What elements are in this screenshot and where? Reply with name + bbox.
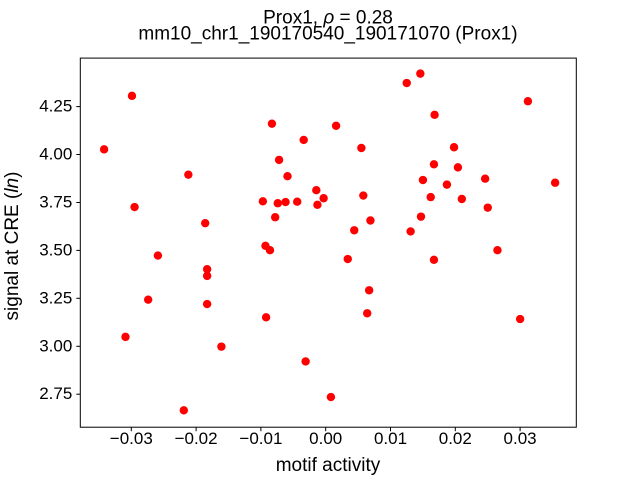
svg-text:−0.03: −0.03 — [110, 429, 153, 448]
svg-text:0.03: 0.03 — [504, 429, 537, 448]
svg-text:3.75: 3.75 — [39, 193, 72, 212]
svg-text:4.25: 4.25 — [39, 97, 72, 116]
svg-text:−0.02: −0.02 — [175, 429, 218, 448]
svg-text:mm10_chr1_190170540_190171070: mm10_chr1_190170540_190171070 (Prox1) — [138, 24, 517, 45]
svg-text:3.25: 3.25 — [39, 288, 72, 307]
svg-text:−0.01: −0.01 — [239, 429, 282, 448]
svg-text:0.00: 0.00 — [309, 429, 342, 448]
svg-text:3.50: 3.50 — [39, 240, 72, 259]
svg-text:0.01: 0.01 — [374, 429, 407, 448]
svg-text:signal at CRE (ln): signal at CRE (ln) — [2, 172, 23, 321]
svg-text:2.75: 2.75 — [39, 384, 72, 403]
svg-text:3.00: 3.00 — [39, 336, 72, 355]
svg-text:motif activity: motif activity — [276, 455, 381, 476]
svg-text:0.02: 0.02 — [439, 429, 472, 448]
svg-text:4.00: 4.00 — [39, 145, 72, 164]
